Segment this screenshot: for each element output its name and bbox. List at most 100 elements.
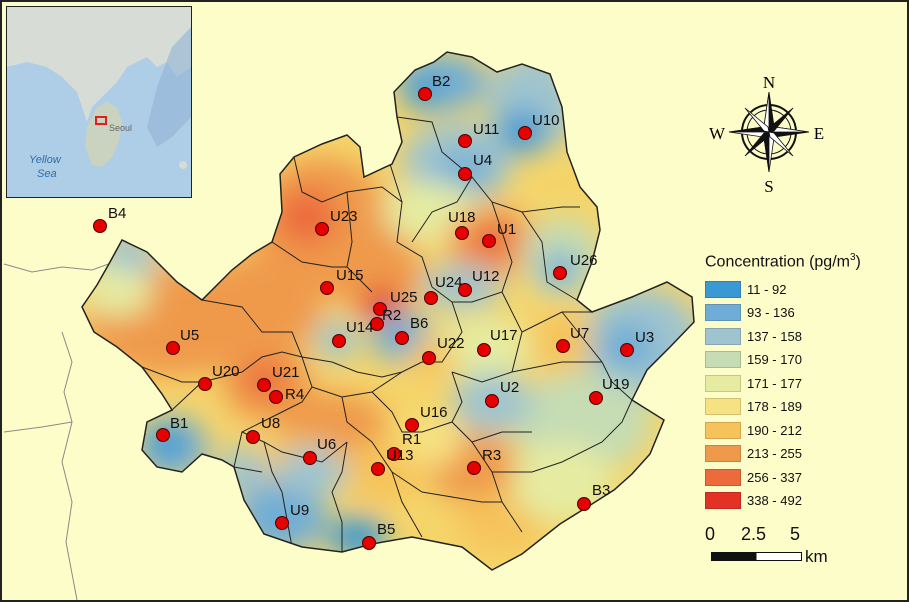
station-label-b1: B1 xyxy=(170,415,188,432)
district-boundaries xyxy=(141,116,633,552)
station-marker-b1 xyxy=(156,428,170,442)
station-marker-u12 xyxy=(458,283,472,297)
station-label-u8: U8 xyxy=(261,415,280,432)
station-label-b4: B4 xyxy=(108,205,126,222)
station-label-b3: B3 xyxy=(592,482,610,499)
station-label-u15: U15 xyxy=(336,267,364,284)
legend-swatch xyxy=(705,398,741,416)
station-marker-u26 xyxy=(553,266,567,280)
legend-item: 137 - 158 xyxy=(705,324,905,348)
station-marker-u11 xyxy=(458,134,472,148)
legend-item: 178 - 189 xyxy=(705,395,905,419)
legend-swatch xyxy=(705,304,741,322)
station-marker-u7 xyxy=(556,339,570,353)
station-label-u3: U3 xyxy=(635,329,654,346)
compass-w: W xyxy=(709,124,726,143)
station-marker-b4 xyxy=(93,219,107,233)
scale-unit: km xyxy=(805,547,828,566)
scale-tick-1: 2.5 xyxy=(741,524,767,544)
station-label-b6: B6 xyxy=(410,315,428,332)
legend-label: 93 - 136 xyxy=(747,305,795,321)
station-label-u16: U16 xyxy=(420,404,448,421)
station-label-b5: B5 xyxy=(377,521,395,538)
station-label-u23: U23 xyxy=(330,208,358,225)
station-label-u2: U2 xyxy=(500,379,519,396)
legend-swatch xyxy=(705,492,741,510)
legend: Concentration (pg/m3) 11 - 92 93 - 136 137… xyxy=(705,252,905,512)
legend-swatch xyxy=(705,280,741,298)
station-marker-u6 xyxy=(303,451,317,465)
station-marker-u16 xyxy=(405,418,419,432)
legend-swatch xyxy=(705,327,741,345)
station-marker-u23 xyxy=(315,222,329,236)
station-marker-u24 xyxy=(424,291,438,305)
scale-bar: 0 2.5 5 km xyxy=(705,522,905,572)
station-marker-r4 xyxy=(269,390,283,404)
station-marker-r3 xyxy=(467,461,481,475)
station-marker-u8 xyxy=(246,430,260,444)
legend-label: 338 - 492 xyxy=(747,493,802,509)
legend-swatch xyxy=(705,421,741,439)
inset-sea-label-1: Yellow xyxy=(29,154,62,166)
legend-label: 171 - 177 xyxy=(747,375,802,391)
station-label-b2: B2 xyxy=(432,73,450,90)
station-label-u14: U14 xyxy=(346,319,374,336)
station-marker-u1 xyxy=(482,234,496,248)
station-label-u10: U10 xyxy=(532,112,560,129)
outside-boundary-lines xyxy=(3,261,115,600)
station-label-u25: U25 xyxy=(390,289,418,306)
station-label-u26: U26 xyxy=(570,252,598,269)
station-label-u7: U7 xyxy=(570,325,589,342)
station-marker-r1 xyxy=(387,447,401,461)
legend-swatch xyxy=(705,374,741,392)
compass-rose: N S E W xyxy=(709,73,824,196)
station-marker-u2 xyxy=(485,394,499,408)
station-marker-u20 xyxy=(198,377,212,391)
station-marker-b2 xyxy=(418,87,432,101)
compass-e: E xyxy=(814,124,824,143)
legend-label: 159 - 170 xyxy=(747,352,802,368)
legend-item: 256 - 337 xyxy=(705,465,905,489)
station-label-u17: U17 xyxy=(490,327,518,344)
station-label-u9: U9 xyxy=(290,502,309,519)
station-marker-u14 xyxy=(332,334,346,348)
station-marker-b3 xyxy=(577,497,591,511)
station-marker-u10 xyxy=(518,126,532,140)
legend-label: 190 - 212 xyxy=(747,422,802,438)
station-marker-u18 xyxy=(455,226,469,240)
station-label-r4: R4 xyxy=(285,386,304,403)
station-label-r3: R3 xyxy=(482,447,501,464)
inset-sea-label-2: Sea xyxy=(37,168,57,180)
legend-item: 11 - 92 xyxy=(705,277,905,301)
station-marker-u22 xyxy=(422,351,436,365)
legend-label: 137 - 158 xyxy=(747,328,802,344)
station-marker-u4 xyxy=(458,167,472,181)
legend-item: 93 - 136 xyxy=(705,301,905,325)
legend-label: 11 - 92 xyxy=(747,281,787,297)
station-marker-u15 xyxy=(320,281,334,295)
station-label-u19: U19 xyxy=(602,376,630,393)
station-marker-u5 xyxy=(166,341,180,355)
station-label-u21: U21 xyxy=(272,364,300,381)
station-marker-u13 xyxy=(371,462,385,476)
legend-item: 159 - 170 xyxy=(705,348,905,372)
scale-tick-2: 5 xyxy=(790,524,801,544)
legend-item: 338 - 492 xyxy=(705,489,905,513)
station-label-u20: U20 xyxy=(212,363,240,380)
station-marker-u25 xyxy=(373,302,387,316)
station-label-u6: U6 xyxy=(317,436,336,453)
station-label-u11: U11 xyxy=(473,121,499,138)
station-label-u12: U12 xyxy=(472,268,500,285)
station-label-u1: U1 xyxy=(497,221,516,238)
station-marker-u3 xyxy=(620,343,634,357)
legend-item: 171 - 177 xyxy=(705,371,905,395)
compass-n: N xyxy=(763,73,775,92)
station-marker-b6 xyxy=(395,331,409,345)
legend-swatch xyxy=(705,445,741,463)
station-marker-b5 xyxy=(362,536,376,550)
legend-label: 256 - 337 xyxy=(747,469,802,485)
compass-s: S xyxy=(764,177,773,196)
